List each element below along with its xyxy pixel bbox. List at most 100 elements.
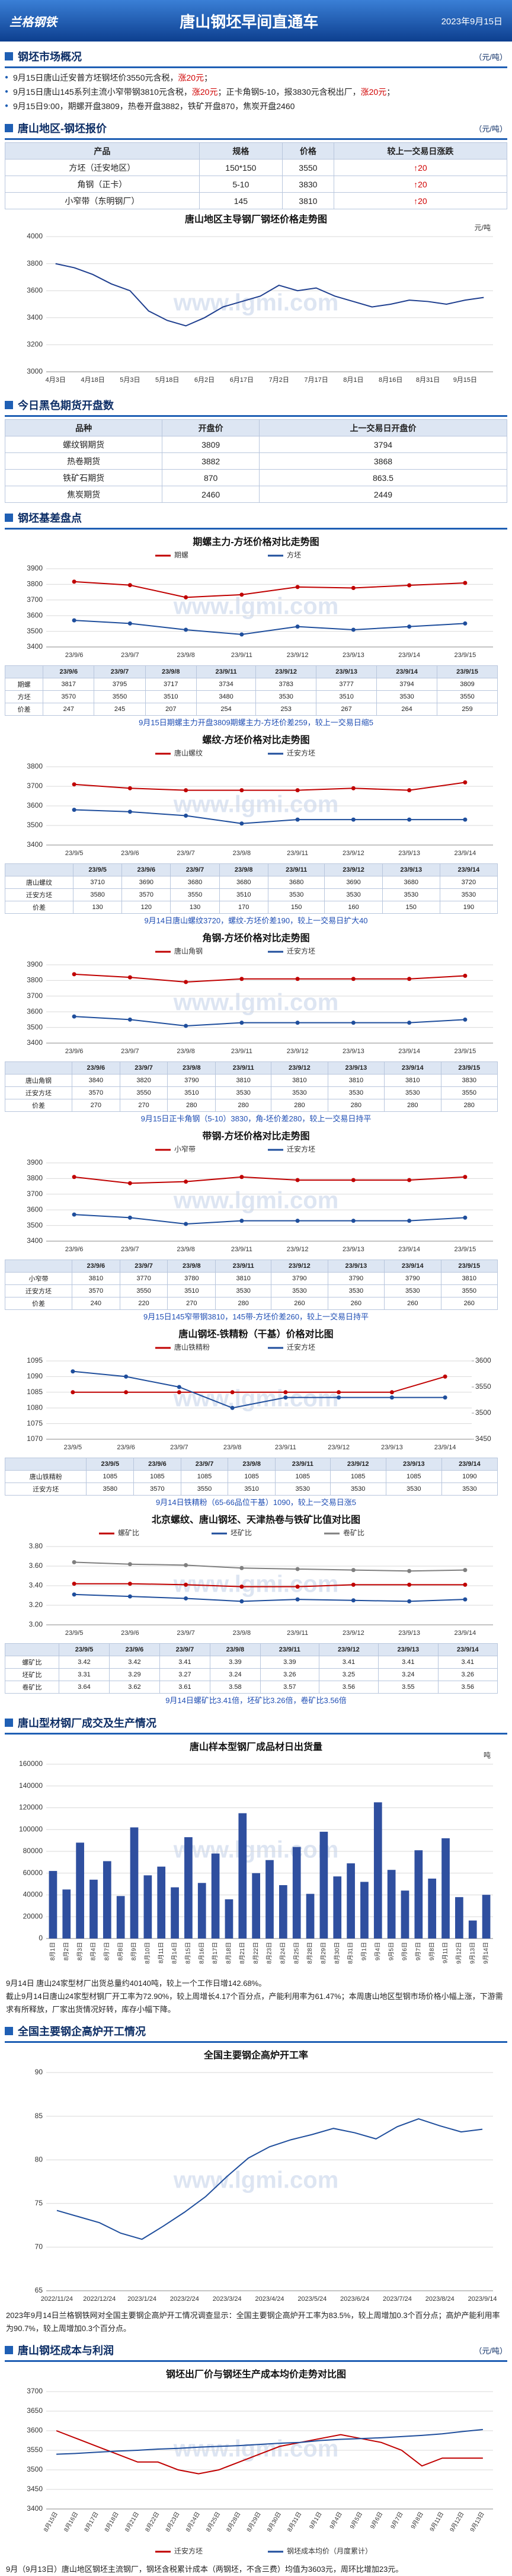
column-header: 23/9/11 [267,863,325,876]
table-cell: 3.27 [159,1668,210,1681]
paragraph: 2023年9月14日兰格钢铁网对全国主要钢企高炉开工情况调查显示：全国主要钢企高… [6,2311,500,2333]
table-cell: 3570 [133,1483,181,1496]
x-tick-label: 9月6日 [369,2511,384,2530]
point [72,1582,76,1586]
x-tick-label: 23/9/14 [434,1444,456,1451]
x-tick-label: 9月4日 [328,2511,344,2530]
x-tick-label: 23/9/6 [65,1048,84,1055]
point [463,1582,468,1587]
x-tick-label: 9月11日 [442,1942,449,1963]
x-tick-label: 9月14日 [482,1942,489,1964]
corner-cell [5,1260,72,1273]
point [72,1560,76,1564]
overview-item: 9月15日唐山145系列主流小窄带钢3810元含税，涨20元；正卡角钢5-10，… [0,85,512,99]
section-title: 今日黑色期货开盘数 [18,400,114,412]
point [239,1585,244,1589]
column-header: 23/9/14 [384,1260,441,1273]
table-row: 卷矿比 3.64 3.62 3.61 3.58 3.57 3.56 3.55 3.56 [4,1681,498,1694]
chart-title: 螺纹-方坯价格对比走势图 [202,734,309,745]
table-cell: 3817 [43,678,95,691]
section-header: 今日黑色期货开盘数 [5,395,507,417]
table-cell: 270 [167,1297,216,1310]
table-cell: 3510 [228,1483,276,1496]
table-cell: 3530 [327,1284,385,1297]
y-tick-label: 60000 [23,1869,43,1877]
column-header: 23/9/6 [71,1260,120,1273]
header: 兰格钢铁 唐山钢坯早间直通车 2023年9月15日 [0,0,512,42]
column-header: 23/9/8 [219,863,268,876]
watermark: www.lgmi.com [173,2167,339,2194]
x-tick-label: 23/9/11 [231,1048,252,1055]
point [295,624,300,629]
legend-label: 迁安方坯 [287,946,315,955]
chart-title: 唐山样本型钢厂成品材日出货量 [190,1741,322,1752]
footer: 9月（9月13日）唐山地区钢坯主流钢厂，钢坯含税累计成本（两钢坯，不含三费）均值… [6,2565,404,2574]
table-cell: 3810 [215,1074,272,1087]
overview-item: 9月15日9:00，期螺开盘3809，热卷开盘3882，铁矿开盘870，焦炭开盘… [0,99,512,113]
section-header: 唐山型材钢厂成交及生产情况 [5,1713,507,1735]
x-tick-label: 8月22日 [144,2511,161,2533]
y-tick-label: 3800 [27,580,43,588]
series-line [56,2118,483,2240]
table-cell: 3.56 [318,1681,379,1694]
table-cell: 3510 [219,888,268,901]
column-header: 23/9/6 [108,1643,160,1656]
table-cell: 3550 [437,690,498,703]
point [407,788,412,793]
point [239,1599,244,1603]
x-tick-label: 9月15日 [453,377,477,384]
x-tick-label: 23/9/8 [233,1630,251,1637]
y-tick-label: 3200 [27,340,43,349]
point [407,1219,412,1223]
legend-label: 坯矿比 [231,1529,252,1537]
table-cell: 280 [384,1099,441,1112]
table-row: 铁矿石期货 870 863.5 [4,469,508,486]
table-cell: 220 [119,1297,168,1310]
corner-cell [4,1458,87,1471]
table-cell: 3.26 [260,1668,319,1681]
column-header: 较上一交易日涨跌 [333,142,508,160]
header-row: 23/9/6 23/9/7 23/9/8 23/9/11 23/9/12 23/9/13 2… [4,665,498,678]
column-header: 23/9/13 [316,665,377,678]
y-tick-label: 40000 [23,1890,43,1899]
paragraph: 截止9月14日唐山24家型材钢厂开工率为72.90%，较上周增长4.17个百分点… [6,1992,503,2014]
x-tick-label: 8月14日 [171,1942,178,1964]
table-cell: 130 [73,901,123,914]
point [295,817,300,822]
table-cell: 3530 [385,1483,442,1496]
table-row: 迁安方坯 3580 3570 3550 3510 3530 3530 3530 3530 [4,1483,498,1496]
chart-box: www.lgmi.com 带钢-方坯价格对比走势图 3400 3500 3600 3700… [5,1126,507,1324]
row-label: 价差 [5,1099,72,1112]
y-tick-label: 160000 [19,1759,43,1768]
watermark: www.lgmi.com [173,594,339,620]
chart: www.lgmi.com 螺纹-方坯价格对比走势图 3400 3500 3600 3700… [27,734,493,857]
y-tick-label: 3500 [27,1023,43,1031]
x-tick-label: 23/9/8 [233,850,251,857]
legend-label: 期螺 [174,551,188,559]
x-tick-label: 8月31日 [416,377,440,384]
table-row: 迁安方坯 3570 3550 3510 3530 3530 3530 3530 3550 [5,1086,498,1099]
x-tick-label: 8月1日 [49,1942,56,1960]
y-tick-label: 3500 [27,821,43,829]
column-header: 23/9/7 [170,863,220,876]
chart-box: www.lgmi.com 角钢-方坯价格对比走势图 3400 3500 3600 3700… [5,928,507,1126]
table-cell: ↑20 [333,192,508,209]
chart-title: 唐山地区主导钢厂钢坯价格走势图 [185,213,327,225]
point [463,581,468,585]
column-header: 23/9/11 [215,1260,272,1273]
y-tick-label: 80 [35,2155,43,2163]
point [127,621,132,626]
chart-title: 带钢-方坯价格对比走势图 [202,1130,309,1142]
table-cell: 160 [324,901,383,914]
x-tick-label: 8月23日 [164,2511,181,2533]
chart-table: 23/9/5 23/9/6 23/9/7 23/9/8 23/9/11 23/9/12 23… [4,1643,498,1694]
point [177,1390,181,1395]
table-cell: 145 [199,192,283,209]
column-header: 23/9/8 [167,1260,216,1273]
y-tick-label: 3000 [27,367,43,375]
table-cell: 3790 [271,1272,328,1285]
section-header: 唐山钢坯成本与利润 （元/吨） [5,2340,507,2362]
table-cell: 3680 [382,876,440,889]
x-tick-label: 23/9/5 [65,850,84,857]
x-tick-label: 8月1日 [343,377,363,384]
